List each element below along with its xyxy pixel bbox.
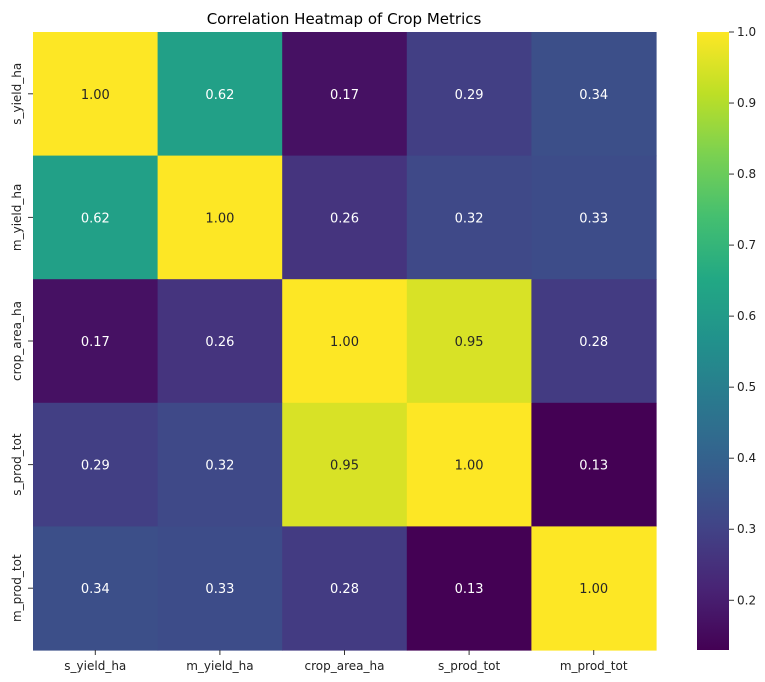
colorbar-tick-label: 0.3 [737,522,756,536]
heatmap-cell [406,402,532,527]
y-tick-label: s_yield_ha [10,63,24,125]
cell-value-label: 0.33 [579,211,608,226]
heatmap-cell [531,279,657,404]
cell-value-label: 0.34 [579,88,608,103]
heatmap-cell [406,155,532,280]
cell-value-label: 0.34 [81,582,110,597]
heatmap-cell [157,526,283,651]
colorbar-tick-label: 0.8 [737,167,756,181]
cell-value-label: 0.29 [81,459,110,474]
colorbar-tick-label: 0.4 [737,451,756,465]
x-tick-label: s_prod_tot [438,659,501,673]
heatmap-cell [282,279,408,404]
heatmap-cell [531,155,657,280]
chart-title: Correlation Heatmap of Crop Metrics [207,10,482,28]
cell-value-label: 0.62 [205,88,234,103]
cell-value-label: 0.26 [205,335,234,350]
cell-value-label: 0.28 [579,335,608,350]
x-tick-label: m_prod_tot [560,659,628,673]
colorbar: 0.2 0.3 0.4 0.5 0.6 0.7 0.8 0.9 1.0 [697,25,756,650]
cell-value-label: 0.95 [455,335,484,350]
heatmap-cell [33,279,159,404]
x-tick-label: m_yield_ha [186,659,253,673]
y-tick-label: m_prod_tot [10,554,24,622]
heatmap-cell [33,32,159,157]
y-axis: s_yield_ha m_yield_ha crop_area_ha s_prod_t… [10,63,33,622]
y-tick-label: s_prod_tot [10,433,24,496]
cell-value-label: 0.17 [330,88,359,103]
heatmap-cell [406,526,532,651]
heatmap-cell [157,279,283,404]
heatmap-cell [157,155,283,280]
heatmap-cell [157,32,283,157]
heatmap-cell [531,402,657,527]
cell-value-label: 1.00 [330,335,359,350]
cell-value-label: 0.33 [205,582,234,597]
cell-value-label: 0.32 [455,211,484,226]
cell-value-label: 0.62 [81,211,110,226]
heatmap-cell [157,402,283,527]
cell-value-label: 0.32 [205,459,234,474]
colorbar-tick-label: 0.6 [737,309,756,323]
cell-value-label: 0.13 [455,582,484,597]
heatmap-cell [282,402,408,527]
x-tick-label: crop_area_ha [305,659,385,673]
colorbar-tick-label: 0.7 [737,238,756,252]
heatmap-cell [406,279,532,404]
y-tick-label: crop_area_ha [10,301,24,381]
cell-value-label: 1.00 [579,582,608,597]
heatmap-cell [33,155,159,280]
heatmap-cell [282,526,408,651]
y-tick-label: m_yield_ha [10,184,24,251]
x-tick-label: s_yield_ha [64,659,126,673]
heatmap-cell [282,155,408,280]
heatmap-cell [33,402,159,527]
heatmap-cell [33,526,159,651]
colorbar-tick-label: 0.9 [737,96,756,110]
heatmap-cells: 1.00 0.62 0.17 0.29 0.34 0.62 1.00 0.26 0.32 0.33… [33,32,657,651]
colorbar-tick-label: 1.0 [737,25,756,39]
x-axis: s_yield_ha m_yield_ha crop_area_ha s_prod_t… [64,650,628,673]
colorbar-tick-label: 0.5 [737,380,756,394]
cell-value-label: 1.00 [455,459,484,474]
heatmap-cell [531,32,657,157]
cell-value-label: 1.00 [205,211,234,226]
cell-value-label: 1.00 [81,88,110,103]
cell-value-label: 0.26 [330,211,359,226]
cell-value-label: 0.17 [81,335,110,350]
heatmap-cell [282,32,408,157]
heatmap-cell [406,32,532,157]
colorbar-tick-label: 0.2 [737,593,756,607]
heatmap-cell [531,526,657,651]
cell-value-label: 0.28 [330,582,359,597]
cell-value-label: 0.95 [330,459,359,474]
cell-value-label: 0.13 [579,459,608,474]
colorbar-gradient [697,32,729,650]
cell-value-label: 0.29 [455,88,484,103]
